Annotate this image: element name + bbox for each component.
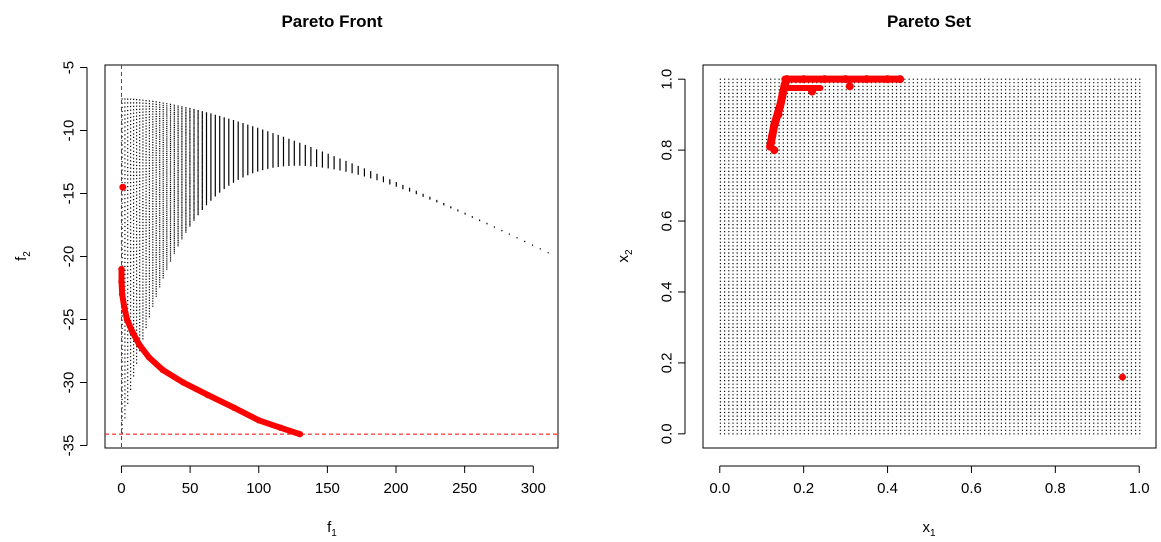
pareto-front-curve xyxy=(118,266,303,438)
pareto-front-point xyxy=(204,391,212,399)
decision-grid-points xyxy=(719,78,1141,435)
x-tick-label: 250 xyxy=(452,480,477,497)
x-axis-label-base: x xyxy=(922,519,930,536)
y-tick-label: -5 xyxy=(61,61,78,74)
pareto-front-point xyxy=(121,303,128,311)
x-tick-label: 0.4 xyxy=(877,480,898,497)
x-tick-label: 0.2 xyxy=(793,480,814,497)
x-axis-ticks: 0.0 0.2 0.4 0.6 0.8 1.0 xyxy=(709,465,1150,497)
pareto-front-point xyxy=(296,430,304,438)
y-tick-label: -10 xyxy=(61,120,78,142)
pareto-front-plot-box xyxy=(104,64,559,449)
pareto-front-panel: Pareto Front 0 50 100 150 200 250 300 -35 -30 -2… xyxy=(13,12,559,539)
x-tick-label: 300 xyxy=(521,480,546,497)
pareto-set-points xyxy=(766,75,1126,381)
pareto-set-plot-box xyxy=(702,64,1157,449)
pareto-front-point xyxy=(118,278,125,285)
pareto-front-point xyxy=(277,424,284,432)
x-tick-label: 0.8 xyxy=(1045,480,1066,497)
pareto-set-panel: Pareto Set 0.0 0.2 0.4 0.6 0.8 1.0 0.00.20.40… xyxy=(615,12,1157,539)
pareto-set-title: Pareto Set xyxy=(887,12,971,31)
y-tick-label: 0.0 xyxy=(659,423,676,444)
y-tick-label: -20 xyxy=(61,246,78,268)
pareto-set-point xyxy=(845,82,854,91)
y-tick-label: 1.0 xyxy=(659,69,676,90)
y-tick-label: 0.8 xyxy=(659,140,676,161)
x-tick-label: 0.0 xyxy=(709,480,730,497)
pareto-front-point xyxy=(255,417,262,424)
y-axis-label-base: x xyxy=(615,255,632,263)
x-axis-label-subscript: 1 xyxy=(930,528,936,539)
pareto-front-point xyxy=(159,366,166,374)
x-axis-ticks: 0 50 100 150 200 250 300 xyxy=(117,465,546,497)
y-axis-label: f2 xyxy=(13,251,33,261)
y-tick-label: -15 xyxy=(61,183,78,205)
x-tick-label: 1.0 xyxy=(1129,480,1150,497)
feasible-objective-point xyxy=(121,98,549,434)
x-tick-label: 0 xyxy=(117,480,125,497)
decision-grid-point xyxy=(719,78,1141,435)
pareto-front-point xyxy=(136,341,143,348)
isolated-pareto-set-point xyxy=(1118,373,1126,381)
pareto-set-stem xyxy=(766,75,791,151)
x-axis-label-base: f xyxy=(327,519,332,536)
x-axis-label-subscript: 1 xyxy=(331,528,337,539)
x-tick-label: 0.6 xyxy=(961,480,982,497)
y-axis-label-base: f xyxy=(13,256,30,261)
pareto-front-points xyxy=(118,183,304,438)
x-tick-label: 200 xyxy=(384,480,409,497)
pareto-front-point xyxy=(180,379,187,386)
pareto-front-title: Pareto Front xyxy=(281,12,382,31)
pareto-front-point xyxy=(118,265,125,273)
y-axis-ticks: -35 -30 -25 -20 -15 -10 -5 xyxy=(61,61,88,456)
y-axis-ticks: 0.0 0.2 0.4 0.6 0.8 1.0 xyxy=(659,69,686,444)
reference-lines xyxy=(105,65,558,448)
isolated-pareto-point xyxy=(119,183,127,191)
y-tick-label: 0.4 xyxy=(659,282,676,303)
pareto-front-point xyxy=(129,328,136,336)
x-axis-label: x1 xyxy=(922,519,936,539)
feasible-objective-points xyxy=(121,98,549,434)
y-tick-label: -35 xyxy=(61,435,78,457)
y-tick-label: 0.6 xyxy=(659,211,676,232)
x-tick-label: 150 xyxy=(315,480,340,497)
y-axis-label: x2 xyxy=(615,249,635,263)
y-tick-label: -30 xyxy=(61,372,78,394)
pareto-front-point xyxy=(145,354,153,361)
y-axis-label-subscript: 2 xyxy=(624,249,635,255)
pareto-front-point xyxy=(118,291,126,298)
x-tick-label: 100 xyxy=(246,480,271,497)
pareto-front-point xyxy=(230,404,238,411)
pareto-front-point xyxy=(123,316,131,323)
y-tick-label: -25 xyxy=(61,309,78,331)
y-axis-label-subscript: 2 xyxy=(22,251,33,257)
y-tick-label: 0.2 xyxy=(659,352,676,373)
x-tick-label: 50 xyxy=(182,480,199,497)
x-axis-label: f1 xyxy=(327,519,337,539)
